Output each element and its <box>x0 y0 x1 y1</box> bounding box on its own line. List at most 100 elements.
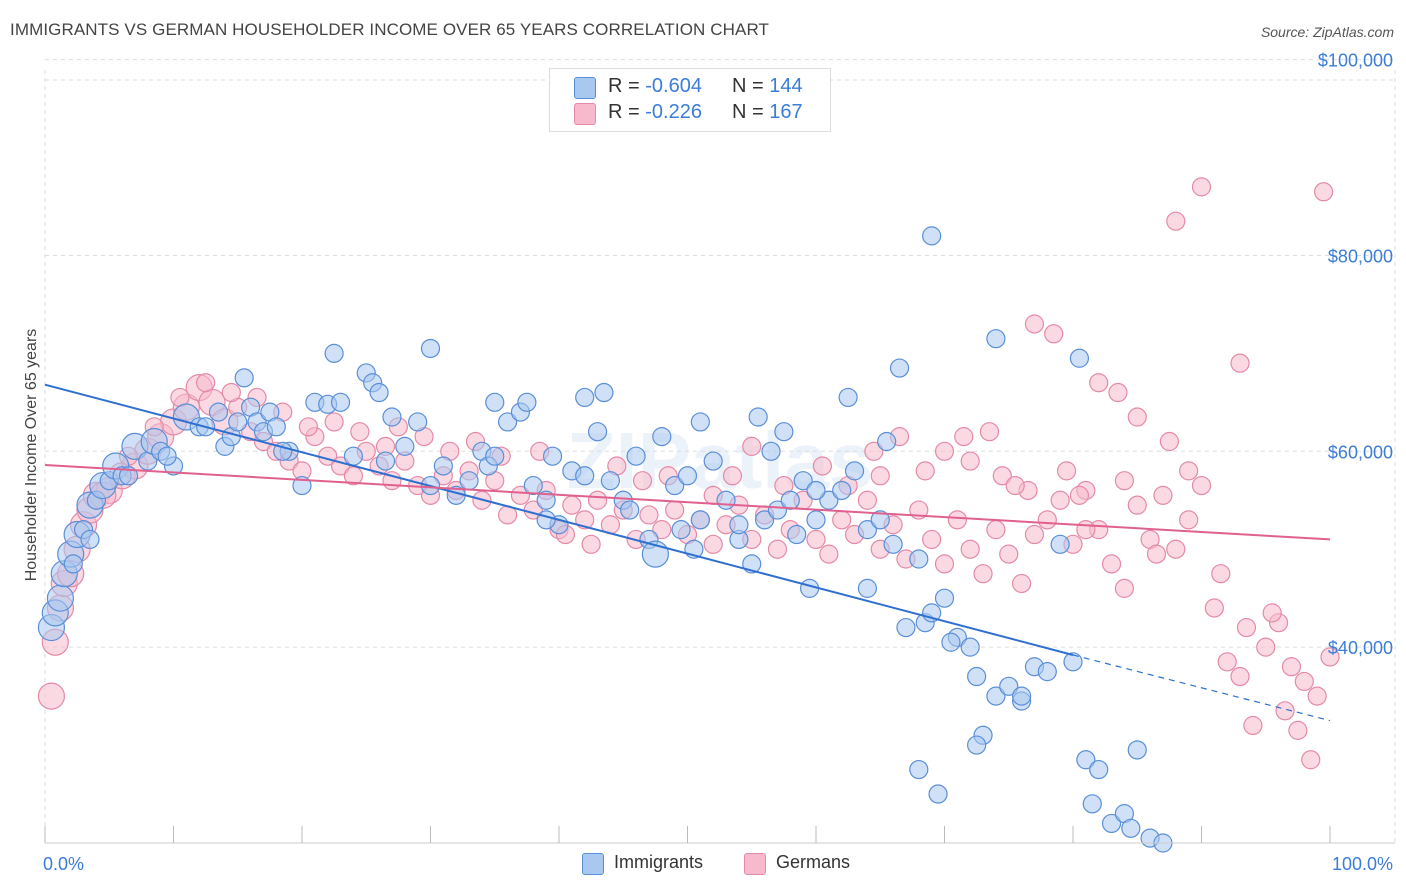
series-legend: Immigrants Germans <box>582 852 882 876</box>
germans-point <box>1127 495 1147 515</box>
germans-point <box>1037 510 1057 530</box>
immigrants-point <box>324 343 344 363</box>
germans-point <box>1281 657 1302 677</box>
immigrants-point <box>63 554 83 574</box>
chart-source: Source: ZipAtlas.com <box>1260 24 1394 40</box>
germans-point <box>350 422 370 442</box>
germans-point <box>1108 382 1128 403</box>
immigrants-point <box>1076 750 1096 770</box>
germans-point <box>1050 490 1070 510</box>
germans-point <box>1179 461 1199 481</box>
immigrants-point <box>922 226 942 246</box>
r-value-germans: -0.226 <box>645 101 702 123</box>
germans-point <box>581 534 601 554</box>
germans-point <box>870 466 890 486</box>
immigrants-point <box>575 387 595 408</box>
immigrants-point <box>266 417 286 437</box>
immigrants-point <box>459 471 479 491</box>
germans-point <box>221 382 241 403</box>
y-tick-label: $60,000 <box>1328 442 1393 462</box>
germans-point <box>999 544 1019 564</box>
legend-swatch-germans <box>744 853 766 875</box>
immigrants-point <box>1050 534 1070 554</box>
y-tick-label: $80,000 <box>1328 246 1393 266</box>
germans-point <box>1005 475 1025 496</box>
germans-point <box>819 544 839 564</box>
germans-point <box>1307 686 1327 706</box>
immigrants-point <box>517 392 537 412</box>
germans-point <box>510 485 531 505</box>
y-axis-ticks: $40,000 $60,000 $80,000 $100,000 <box>1318 51 1393 659</box>
germans-point <box>806 529 826 550</box>
immigrants-point <box>1063 652 1083 672</box>
immigrants-point <box>433 456 453 476</box>
germans-point <box>1275 701 1295 721</box>
immigrants-point <box>896 617 916 638</box>
germans-point <box>1301 750 1321 770</box>
germans-point <box>922 529 942 550</box>
germans-point <box>960 451 980 471</box>
immigrants-point <box>928 784 948 804</box>
germans-point <box>632 471 653 491</box>
germans-point <box>1230 666 1250 687</box>
germans-point <box>1101 554 1122 574</box>
germans-point <box>1313 182 1334 202</box>
immigrants-point <box>909 759 929 780</box>
germans-point <box>742 436 762 456</box>
immigrants-point <box>806 510 826 530</box>
germans-point <box>1159 431 1179 452</box>
legend-label-germans: Germans <box>776 852 851 872</box>
germans-point <box>1166 211 1186 231</box>
immigrants-point <box>986 686 1006 706</box>
immigrants-point <box>408 412 428 432</box>
immigrants-point <box>234 368 254 388</box>
immigrants-point <box>690 412 710 432</box>
immigrants-point <box>208 402 229 422</box>
immigrants-point <box>838 387 858 408</box>
immigrants-point <box>665 475 685 496</box>
germans-point <box>954 427 974 447</box>
germans-point <box>973 564 993 584</box>
germans-point <box>812 456 833 476</box>
germans-point <box>1127 407 1147 427</box>
germans-point <box>1179 510 1199 530</box>
immigrants-trend-line <box>44 383 1074 656</box>
immigrants-point <box>909 549 929 569</box>
immigrants-point <box>587 422 608 442</box>
immigrants-point <box>536 510 556 530</box>
immigrants-point <box>542 446 563 466</box>
legend-label-immigrants: Immigrants <box>614 852 704 872</box>
germans-point <box>639 505 659 525</box>
germans-point <box>1153 485 1173 505</box>
immigrants-point <box>157 446 177 466</box>
immigrants-point <box>80 529 100 550</box>
germans-trend-line <box>44 464 1331 541</box>
immigrants-point <box>382 407 402 427</box>
n-label: N = <box>732 101 770 123</box>
germans-point <box>947 510 967 530</box>
germans-point <box>934 554 955 574</box>
germans-point <box>1069 485 1090 505</box>
immigrants-point <box>1037 662 1057 682</box>
r-label: R = <box>608 101 646 123</box>
immigrants-point <box>967 666 987 687</box>
germans-point <box>960 539 980 559</box>
immigrants-point <box>1089 759 1109 780</box>
germans-point <box>1191 475 1212 496</box>
immigrants-point <box>806 480 826 501</box>
legend-swatch-immigrants <box>582 853 604 875</box>
r-label: R = <box>608 75 646 97</box>
germans-point <box>1044 324 1064 344</box>
germans-point <box>1114 471 1135 491</box>
germans-point <box>1024 314 1045 334</box>
immigrants-point <box>536 490 556 510</box>
immigrants-point <box>716 490 736 510</box>
immigrants-point <box>960 637 980 657</box>
germans-point <box>1236 617 1257 638</box>
immigrants-point <box>600 471 621 491</box>
immigrants-trend-extension <box>1072 654 1331 722</box>
germans-point <box>1320 647 1340 667</box>
germans-point <box>298 417 319 437</box>
y-tick-label: $100,000 <box>1318 51 1393 71</box>
